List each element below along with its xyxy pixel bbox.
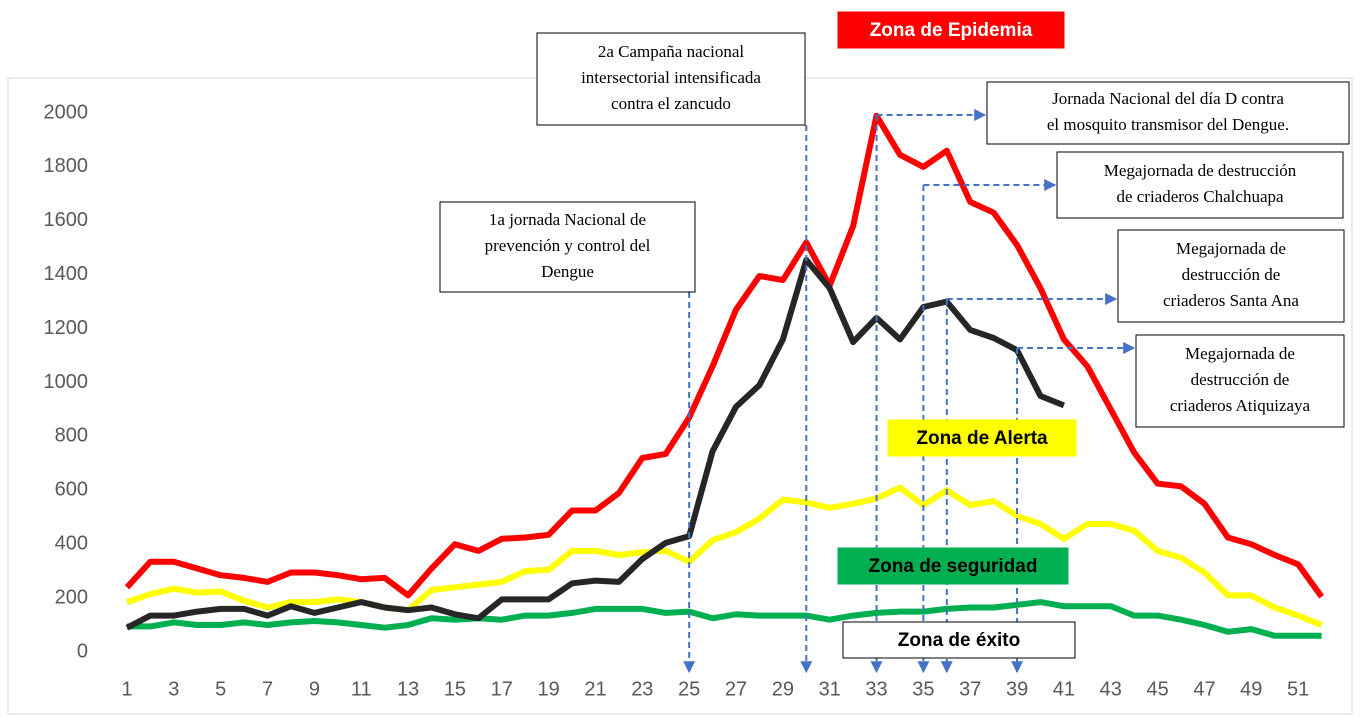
y-tick-label: 2000 bbox=[44, 101, 89, 123]
x-tick-label: 11 bbox=[351, 678, 372, 700]
x-tick-label: 7 bbox=[262, 678, 273, 700]
x-tick-label: 37 bbox=[959, 678, 981, 700]
y-tick-label: 800 bbox=[55, 425, 88, 447]
series-line bbox=[124, 112, 1325, 599]
annotation-text: prevención y control del bbox=[485, 236, 651, 255]
x-tick-label: 51 bbox=[1287, 678, 1309, 700]
x-tick-label: 25 bbox=[678, 678, 700, 700]
annotation-text: Megajornada de bbox=[1185, 344, 1295, 363]
x-tick-label: 41 bbox=[1053, 678, 1075, 700]
zone-label: Zona de Epidemia bbox=[870, 20, 1033, 41]
y-tick-label: 1200 bbox=[44, 317, 89, 339]
x-tick-label: 19 bbox=[538, 678, 560, 700]
annotation-text: destrucción de bbox=[1182, 265, 1281, 284]
annotation-text: contra el zancudo bbox=[611, 94, 731, 113]
zone-box bbox=[837, 11, 1065, 49]
annotation-box bbox=[1117, 229, 1345, 323]
x-tick-label: 35 bbox=[912, 678, 934, 700]
x-tick-label: 49 bbox=[1240, 678, 1262, 700]
x-tick-label: 17 bbox=[491, 678, 513, 700]
y-tick-label: 0 bbox=[77, 640, 88, 662]
annotation-text: intersectorial intensificada bbox=[581, 68, 761, 87]
zone-label: Zona de Alerta bbox=[916, 428, 1048, 449]
series-line bbox=[126, 484, 1323, 628]
annotation-box bbox=[986, 81, 1350, 145]
x-tick-label: 47 bbox=[1193, 678, 1215, 700]
annotation-box bbox=[1056, 151, 1344, 219]
annotation-box bbox=[439, 201, 696, 293]
zone-label: Zona de éxito bbox=[898, 630, 1020, 651]
zone-label: Zona de seguridad bbox=[869, 556, 1038, 577]
x-tick-label: 15 bbox=[444, 678, 466, 700]
annotation-text: criaderos Atiquizaya bbox=[1170, 396, 1311, 415]
annotation-text: Megajornada de bbox=[1176, 239, 1286, 258]
annotation-text: Dengue bbox=[541, 262, 594, 281]
x-tick-label: 9 bbox=[309, 678, 320, 700]
annotation-text: Jornada Nacional del día D contra bbox=[1052, 89, 1284, 108]
y-tick-label: 1600 bbox=[44, 209, 89, 231]
x-tick-label: 1 bbox=[121, 678, 132, 700]
x-tick-label: 31 bbox=[819, 678, 841, 700]
annotation-text: 2a Campaña nacional bbox=[598, 42, 745, 61]
series-line bbox=[125, 256, 1066, 631]
x-tick-label: 43 bbox=[1100, 678, 1122, 700]
x-tick-label: 13 bbox=[397, 678, 419, 700]
annotation-text: criaderos Santa Ana bbox=[1163, 291, 1299, 310]
annotation-text: Megajornada de destrucción bbox=[1104, 161, 1297, 180]
zone-box bbox=[837, 547, 1069, 585]
y-tick-label: 400 bbox=[55, 532, 88, 554]
x-tick-label: 23 bbox=[631, 678, 653, 700]
series-line bbox=[127, 599, 1322, 639]
x-tick-label: 5 bbox=[215, 678, 226, 700]
x-tick-label: 27 bbox=[725, 678, 747, 700]
x-tick-label: 33 bbox=[865, 678, 887, 700]
y-tick-label: 1400 bbox=[44, 263, 89, 285]
x-tick-label: 21 bbox=[584, 678, 606, 700]
annotation-text: de criaderos Chalchuapa bbox=[1116, 187, 1284, 206]
x-tick-label: 29 bbox=[772, 678, 794, 700]
zone-box bbox=[842, 621, 1076, 659]
annotation-box bbox=[1135, 334, 1345, 428]
zone-box bbox=[887, 419, 1077, 457]
y-tick-label: 200 bbox=[55, 586, 88, 608]
annotation-text: el mosquito transmisor del Dengue. bbox=[1047, 115, 1289, 134]
annotation-box bbox=[536, 32, 806, 126]
x-tick-label: 45 bbox=[1146, 678, 1168, 700]
y-tick-label: 600 bbox=[55, 479, 88, 501]
y-tick-label: 1000 bbox=[44, 371, 89, 393]
x-tick-label: 3 bbox=[168, 678, 179, 700]
annotation-text: 1a jornada Nacional de bbox=[489, 210, 646, 229]
y-tick-label: 1800 bbox=[44, 155, 89, 177]
x-tick-label: 39 bbox=[1006, 678, 1028, 700]
annotation-text: destrucción de bbox=[1191, 370, 1290, 389]
